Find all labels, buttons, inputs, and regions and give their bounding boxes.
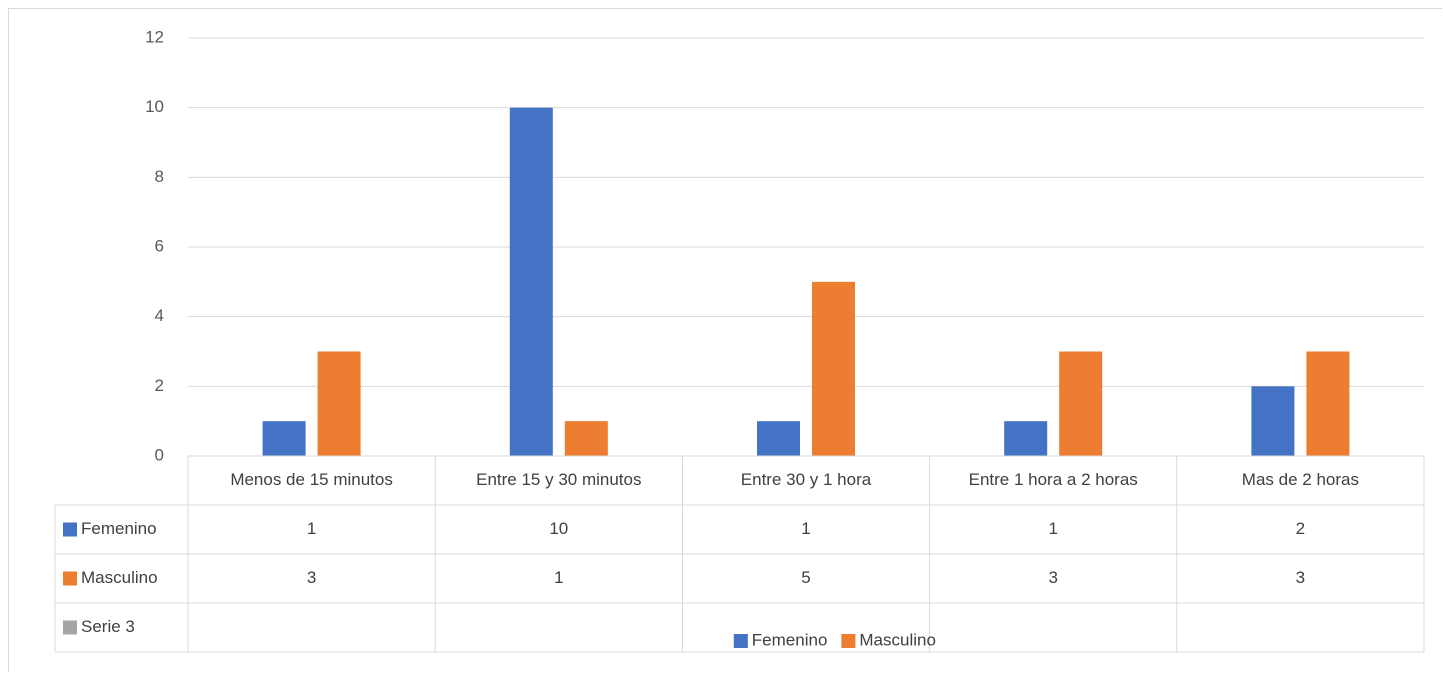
legend-key: [841, 634, 856, 648]
bar: [812, 281, 855, 456]
y-tick-label: 8: [155, 167, 164, 186]
bar: [564, 421, 608, 456]
y-tick-label: 6: [155, 236, 164, 255]
data-cell: 1: [1048, 519, 1057, 538]
series-label: Masculino: [81, 568, 158, 587]
bar: [1004, 421, 1048, 456]
data-cell: 2: [1296, 519, 1305, 538]
y-tick-label: 4: [155, 306, 164, 325]
category-label: Entre 1 hora a 2 horas: [969, 470, 1138, 489]
data-cell: 1: [307, 519, 316, 538]
bar: [1306, 351, 1350, 456]
data-cell: 3: [307, 568, 316, 587]
bar: [1251, 386, 1295, 456]
bar: [1059, 351, 1103, 456]
y-tick-label: 0: [155, 445, 164, 464]
series-key: [63, 571, 77, 586]
bar: [262, 421, 306, 456]
category-label: Entre 30 y 1 hora: [741, 470, 872, 489]
data-cell: 1: [801, 519, 810, 538]
data-cell: 1: [554, 568, 563, 587]
y-tick-label: 12: [145, 27, 164, 46]
category-label: Menos de 15 minutos: [230, 470, 393, 489]
category-label: Entre 15 y 30 minutos: [476, 470, 641, 489]
series-key: [63, 522, 77, 537]
legend-label: Masculino: [859, 630, 936, 649]
bar: [509, 107, 553, 457]
y-tick-label: 10: [145, 97, 164, 116]
bar: [317, 351, 361, 456]
data-cell: 10: [549, 519, 568, 538]
legend-label: Femenino: [752, 630, 828, 649]
data-cell: 3: [1048, 568, 1057, 587]
data-cell: 3: [1296, 568, 1305, 587]
data-cell: 5: [801, 568, 810, 587]
series-key: [63, 620, 77, 635]
series-label: Serie 3: [81, 617, 135, 636]
legend-key: [733, 634, 748, 648]
series-label: Femenino: [81, 519, 157, 538]
bar: [757, 421, 800, 456]
category-label: Mas de 2 horas: [1242, 470, 1359, 489]
chart-frame: [8, 8, 1442, 672]
y-tick-label: 2: [155, 376, 164, 395]
